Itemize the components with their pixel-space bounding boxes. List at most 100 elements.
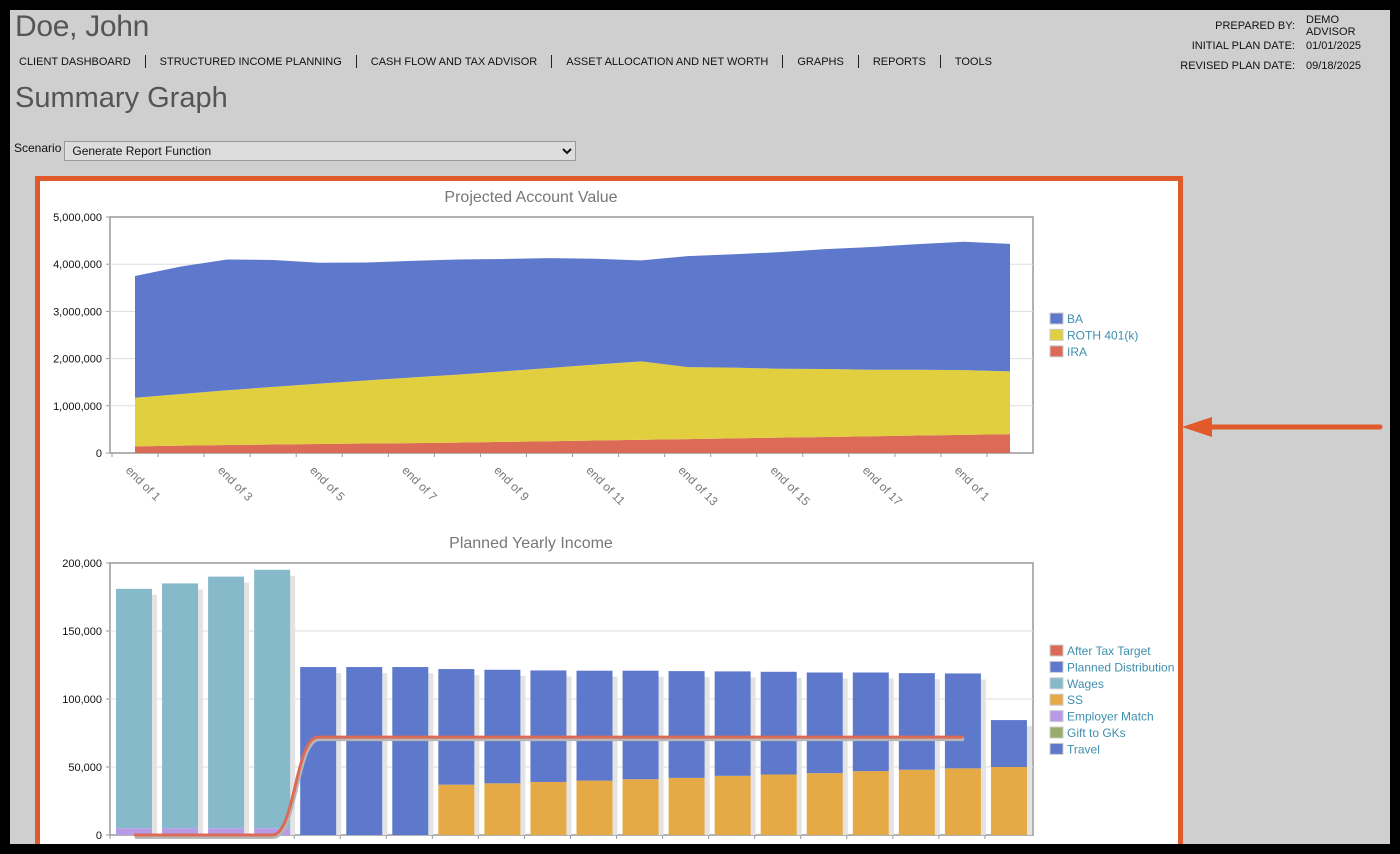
bar-shadow (980, 679, 986, 835)
bar-ss (806, 773, 843, 835)
bar-wages (254, 569, 291, 829)
bar-shadow (198, 589, 204, 835)
nav-divider (939, 55, 941, 68)
yearly-income-legend-label: Travel (1067, 742, 1100, 756)
account-value-x-tick-label: end of 1 (123, 463, 164, 504)
bar-ss (668, 777, 705, 835)
bar-ss (760, 774, 797, 835)
bar-ss (990, 767, 1027, 835)
account-value-x-tick-label: end of 17 (860, 463, 906, 509)
yearly-income-legend-label: Planned Distribution (1067, 660, 1174, 674)
bar-ss (530, 781, 567, 835)
nav-cash-flow-tax-advisor[interactable]: CASH FLOW AND TAX ADVISOR (370, 55, 538, 68)
bar-shadow (428, 673, 434, 835)
bar-planned-distribution (392, 667, 429, 835)
yearly-income-legend-swatch (1049, 677, 1064, 690)
bar-ss (438, 784, 475, 835)
scenario-control: Scenario Generate Report Function (14, 141, 577, 161)
bar-planned-distribution (530, 670, 567, 782)
area-roth-401-k- (135, 361, 1010, 447)
nav-client-dashboard[interactable]: CLIENT DASHBOARD (19, 55, 131, 68)
bar-planned-distribution (990, 720, 1027, 767)
scenario-select[interactable]: Generate Report Function (64, 141, 577, 161)
prepared-by-value: DEMO ADVISOR (1306, 14, 1356, 38)
scenario-label: Scenario (14, 141, 62, 155)
area-ira (135, 434, 1010, 453)
bar-employer-match (208, 828, 245, 835)
nav-asset-allocation-net-worth[interactable]: ASSET ALLOCATION AND NET WORTH (566, 55, 769, 68)
yearly-income-legend-label: Wages (1067, 677, 1104, 691)
nav-structured-income-planning[interactable]: STRUCTURED INCOME PLANNING (159, 55, 342, 68)
account-value-x-tick-label: end of 3 (215, 463, 256, 504)
client-name: Doe, John (15, 10, 150, 43)
bar-wages (116, 588, 152, 829)
account-value-x-tick-label: end of 13 (676, 463, 722, 509)
account-value-x-tick-label: end of 11 (583, 463, 628, 508)
yearly-income-legend-swatch (1049, 644, 1064, 657)
chart-title: Projected Account Value (444, 189, 617, 206)
bar-shadow (566, 676, 572, 835)
account-value-x-tick-label: end of 7 (399, 463, 440, 504)
yearly-income-legend-swatch (1049, 693, 1064, 706)
bar-ss (622, 779, 659, 835)
bar-planned-distribution (760, 671, 797, 775)
account-value-x-tick-label: end of 9 (491, 463, 532, 504)
account-value-legend-swatch (1049, 328, 1064, 341)
bar-ss (944, 768, 981, 835)
bar-employer-match (162, 828, 199, 835)
bar-shadow (658, 676, 664, 835)
account-value-legend-label: IRA (1067, 345, 1087, 359)
charts-highlight-frame: Projected Account Value 0 1,000,000 2,000,0… (35, 176, 1183, 844)
revised-plan-date-value: 09/18/2025 (1306, 60, 1362, 72)
highlight-arrow-icon (1182, 417, 1383, 437)
area-ba (135, 241, 1010, 398)
nav-divider (551, 55, 553, 68)
bar-planned-distribution (714, 671, 751, 776)
bar-planned-distribution (668, 671, 705, 778)
plan-meta: PREPARED BY: DEMO ADVISOR INITIAL PLAN D… (1180, 14, 1384, 76)
yearly-income-legend-label: Employer Match (1067, 710, 1154, 724)
account-value-x-tick-label: end of 1 (952, 463, 993, 504)
bar-planned-distribution (438, 669, 475, 785)
bar-shadow (152, 594, 157, 835)
bar-employer-match (116, 828, 152, 835)
planned-yearly-income-chart: Planned Yearly Income 0 50,000 100,000 150,0… (62, 535, 1174, 842)
bar-shadow (382, 673, 388, 835)
revised-plan-date-row: REVISED PLAN DATE: 09/18/2025 (1180, 56, 1384, 76)
initial-plan-date-label: INITIAL PLAN DATE: (1191, 40, 1295, 52)
bar-wages (162, 583, 199, 829)
yearly-income-y-tick-label: 150,000 (62, 626, 102, 638)
prepared-by-row: PREPARED BY: DEMO ADVISOR (1180, 14, 1384, 38)
bar-planned-distribution (852, 672, 889, 772)
bar-employer-match (254, 828, 291, 835)
yearly-income-legend-swatch (1049, 742, 1064, 755)
account-value-y-tick-label: 3,000,000 (53, 306, 102, 318)
nav-graphs[interactable]: GRAPHS (797, 55, 844, 68)
bar-shadow (750, 677, 756, 835)
yearly-income-legend-swatch (1049, 710, 1064, 723)
bar-planned-distribution (622, 670, 659, 780)
account-value-y-tick-label: 5,000,000 (53, 212, 102, 224)
main-nav: CLIENT DASHBOARD STRUCTURED INCOME PLANN… (19, 55, 992, 68)
nav-divider (857, 55, 859, 68)
after-tax-target-line (134, 735, 963, 837)
revised-plan-date-label: REVISED PLAN DATE: (1180, 60, 1295, 72)
account-value-y-tick-label: 2,000,000 (53, 354, 102, 366)
nav-tools[interactable]: TOOLS (954, 55, 992, 68)
account-value-legend-label: BA (1067, 312, 1083, 326)
bar-ss (576, 780, 613, 835)
bar-ss (898, 769, 935, 835)
bar-shadow (888, 678, 894, 835)
bar-planned-distribution (346, 667, 383, 835)
bar-shadow (474, 675, 480, 835)
yearly-income-legend-swatch (1049, 660, 1064, 673)
after-tax-target-line-shadow (135, 737, 964, 839)
nav-divider (144, 55, 146, 68)
nav-reports[interactable]: REPORTS (872, 55, 926, 68)
projected-account-value-chart: Projected Account Value 0 1,000,000 2,000,0… (53, 189, 1138, 509)
yearly-income-y-tick-label: 200,000 (62, 558, 102, 570)
bar-planned-distribution (944, 673, 981, 769)
account-value-legend-swatch (1049, 345, 1064, 358)
bar-shadow (336, 673, 342, 835)
bar-shadow (520, 675, 526, 835)
